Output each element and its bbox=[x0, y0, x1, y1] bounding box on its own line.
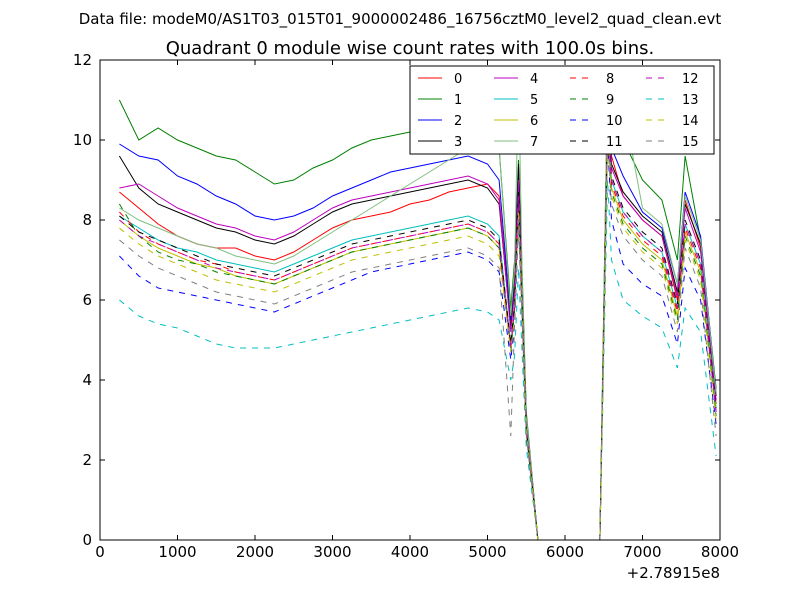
legend-label-12: 12 bbox=[682, 72, 699, 87]
series-line-4 bbox=[119, 103, 717, 540]
y-tick-label: 6 bbox=[82, 291, 92, 309]
legend-box bbox=[409, 65, 715, 155]
legend-label-2: 2 bbox=[454, 114, 462, 129]
x-tick-label: 7000 bbox=[623, 543, 661, 561]
x-tick-label: 4000 bbox=[391, 543, 429, 561]
series-line-10 bbox=[119, 139, 717, 540]
legend-label-11: 11 bbox=[606, 135, 623, 150]
legend-label-10: 10 bbox=[606, 114, 623, 129]
y-tick-label: 12 bbox=[73, 51, 92, 69]
y-tick-label: 4 bbox=[82, 371, 92, 389]
x-tick-label: 6000 bbox=[546, 543, 584, 561]
legend-label-3: 3 bbox=[454, 135, 462, 150]
series-line-14 bbox=[119, 131, 717, 540]
legend-label-0: 0 bbox=[454, 72, 462, 87]
x-offset-label: +2.78915e8 bbox=[627, 564, 720, 582]
y-tick-label: 10 bbox=[73, 131, 92, 149]
y-tick-label: 8 bbox=[82, 211, 92, 229]
series-line-3 bbox=[118, 95, 717, 540]
series-line-9 bbox=[118, 127, 717, 540]
x-tick-label: 2000 bbox=[236, 543, 274, 561]
legend-label-4: 4 bbox=[530, 72, 538, 87]
chart-title: Quadrant 0 module wise count rates with … bbox=[166, 38, 655, 59]
legend-label-5: 5 bbox=[530, 93, 538, 108]
series-line-5 bbox=[119, 115, 717, 540]
series-line-8 bbox=[119, 119, 717, 540]
series-line-13 bbox=[119, 179, 717, 540]
x-tick-label: 8000 bbox=[701, 543, 739, 561]
legend-label-7: 7 bbox=[530, 135, 538, 150]
x-tick-label: 5000 bbox=[468, 543, 506, 561]
x-tick-label: 1000 bbox=[158, 543, 196, 561]
legend-label-9: 9 bbox=[606, 93, 614, 108]
figure-suptitle: Data file: modeM0/AS1T03_015T01_90000024… bbox=[79, 10, 722, 29]
series-line-2 bbox=[119, 91, 717, 540]
y-tick-label: 2 bbox=[82, 451, 92, 469]
legend-label-14: 14 bbox=[682, 114, 699, 129]
legend-label-8: 8 bbox=[606, 72, 614, 87]
y-tick-label: 0 bbox=[82, 531, 92, 549]
legend-label-15: 15 bbox=[682, 135, 699, 150]
legend-label-6: 6 bbox=[530, 114, 538, 129]
series-line-15 bbox=[119, 139, 717, 540]
x-tick-label: 3000 bbox=[313, 543, 351, 561]
axis-ticks: 0 1000 2000 3000 4000 5000 6000 7000 80000246810… bbox=[73, 51, 739, 561]
legend-label-1: 1 bbox=[454, 93, 462, 108]
legend-label-13: 13 bbox=[682, 93, 699, 108]
x-tick-label: 0 bbox=[95, 543, 105, 561]
